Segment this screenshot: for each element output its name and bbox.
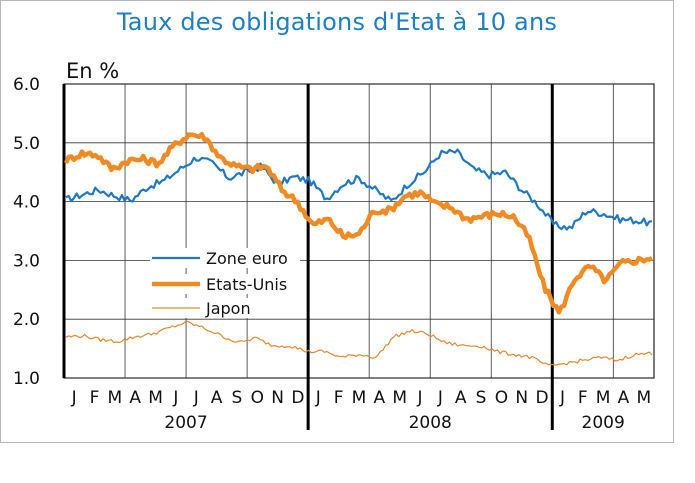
- x-tick-label: J: [315, 388, 321, 408]
- x-tick-label: A: [618, 388, 630, 408]
- x-tick-label: A: [211, 388, 223, 408]
- legend-bg: [150, 274, 300, 294]
- legend-bg: [150, 298, 300, 318]
- y-tick-label: 4.0: [13, 193, 40, 213]
- x-tick-label: J: [71, 388, 77, 408]
- series-group: [63, 131, 654, 366]
- x-tick-label: F: [334, 388, 344, 408]
- year-label: 2007: [164, 413, 207, 433]
- year-label: 2009: [582, 413, 625, 433]
- x-tick-label: F: [90, 388, 100, 408]
- y-axis: 6.0 5.0 4.0 3.0 2.0 1.0: [13, 75, 40, 389]
- x-tick-label: M: [352, 388, 367, 408]
- legend-label: Japon: [205, 299, 251, 318]
- legend-bg: [150, 248, 300, 268]
- x-tick-label: D: [536, 388, 549, 408]
- x-tick-label: F: [578, 388, 588, 408]
- x-tick-label: O: [495, 388, 508, 408]
- x-tick-label: J: [437, 388, 443, 408]
- x-tick-label: J: [172, 388, 178, 408]
- year-separators: [62, 84, 554, 430]
- x-tick-label: M: [392, 388, 407, 408]
- unit-label: En %: [66, 59, 119, 83]
- grid: [63, 83, 655, 379]
- legend-label: Zone euro: [206, 249, 288, 268]
- x-tick-label: A: [129, 388, 141, 408]
- series-line-0: [65, 148, 653, 231]
- x-tick-label: A: [455, 388, 467, 408]
- x-tick-label: J: [193, 388, 199, 408]
- series-line-2: [65, 320, 653, 366]
- chart-title: Taux des obligations d'Etat à 10 ans: [116, 8, 558, 36]
- series-line-1: [63, 131, 654, 315]
- x-tick-label: S: [476, 388, 487, 408]
- x-tick-label: M: [108, 388, 123, 408]
- y-tick-label: 3.0: [13, 251, 40, 271]
- x-tick-label: A: [374, 388, 386, 408]
- y-tick-label: 6.0: [13, 75, 40, 95]
- x-tick-label: J: [559, 388, 565, 408]
- x-tick-label: N: [515, 388, 528, 408]
- x-tick-label: M: [596, 388, 611, 408]
- x-tick-label: O: [251, 388, 264, 408]
- x-tick-label: D: [291, 388, 304, 408]
- x-tick-label: M: [148, 388, 163, 408]
- legend: Zone euro Etats-Unis Japon: [150, 248, 300, 318]
- legend-label: Etats-Unis: [206, 275, 287, 294]
- x-tick-label: N: [271, 388, 284, 408]
- y-tick-label: 5.0: [13, 134, 40, 154]
- y-tick-label: 2.0: [13, 310, 40, 330]
- chart-frame: [0, 0, 674, 443]
- x-tick-label: S: [232, 388, 243, 408]
- x-tick-label: J: [417, 388, 423, 408]
- year-label: 2008: [409, 413, 452, 433]
- y-tick-label: 1.0: [13, 369, 40, 389]
- x-tick-label: M: [636, 388, 651, 408]
